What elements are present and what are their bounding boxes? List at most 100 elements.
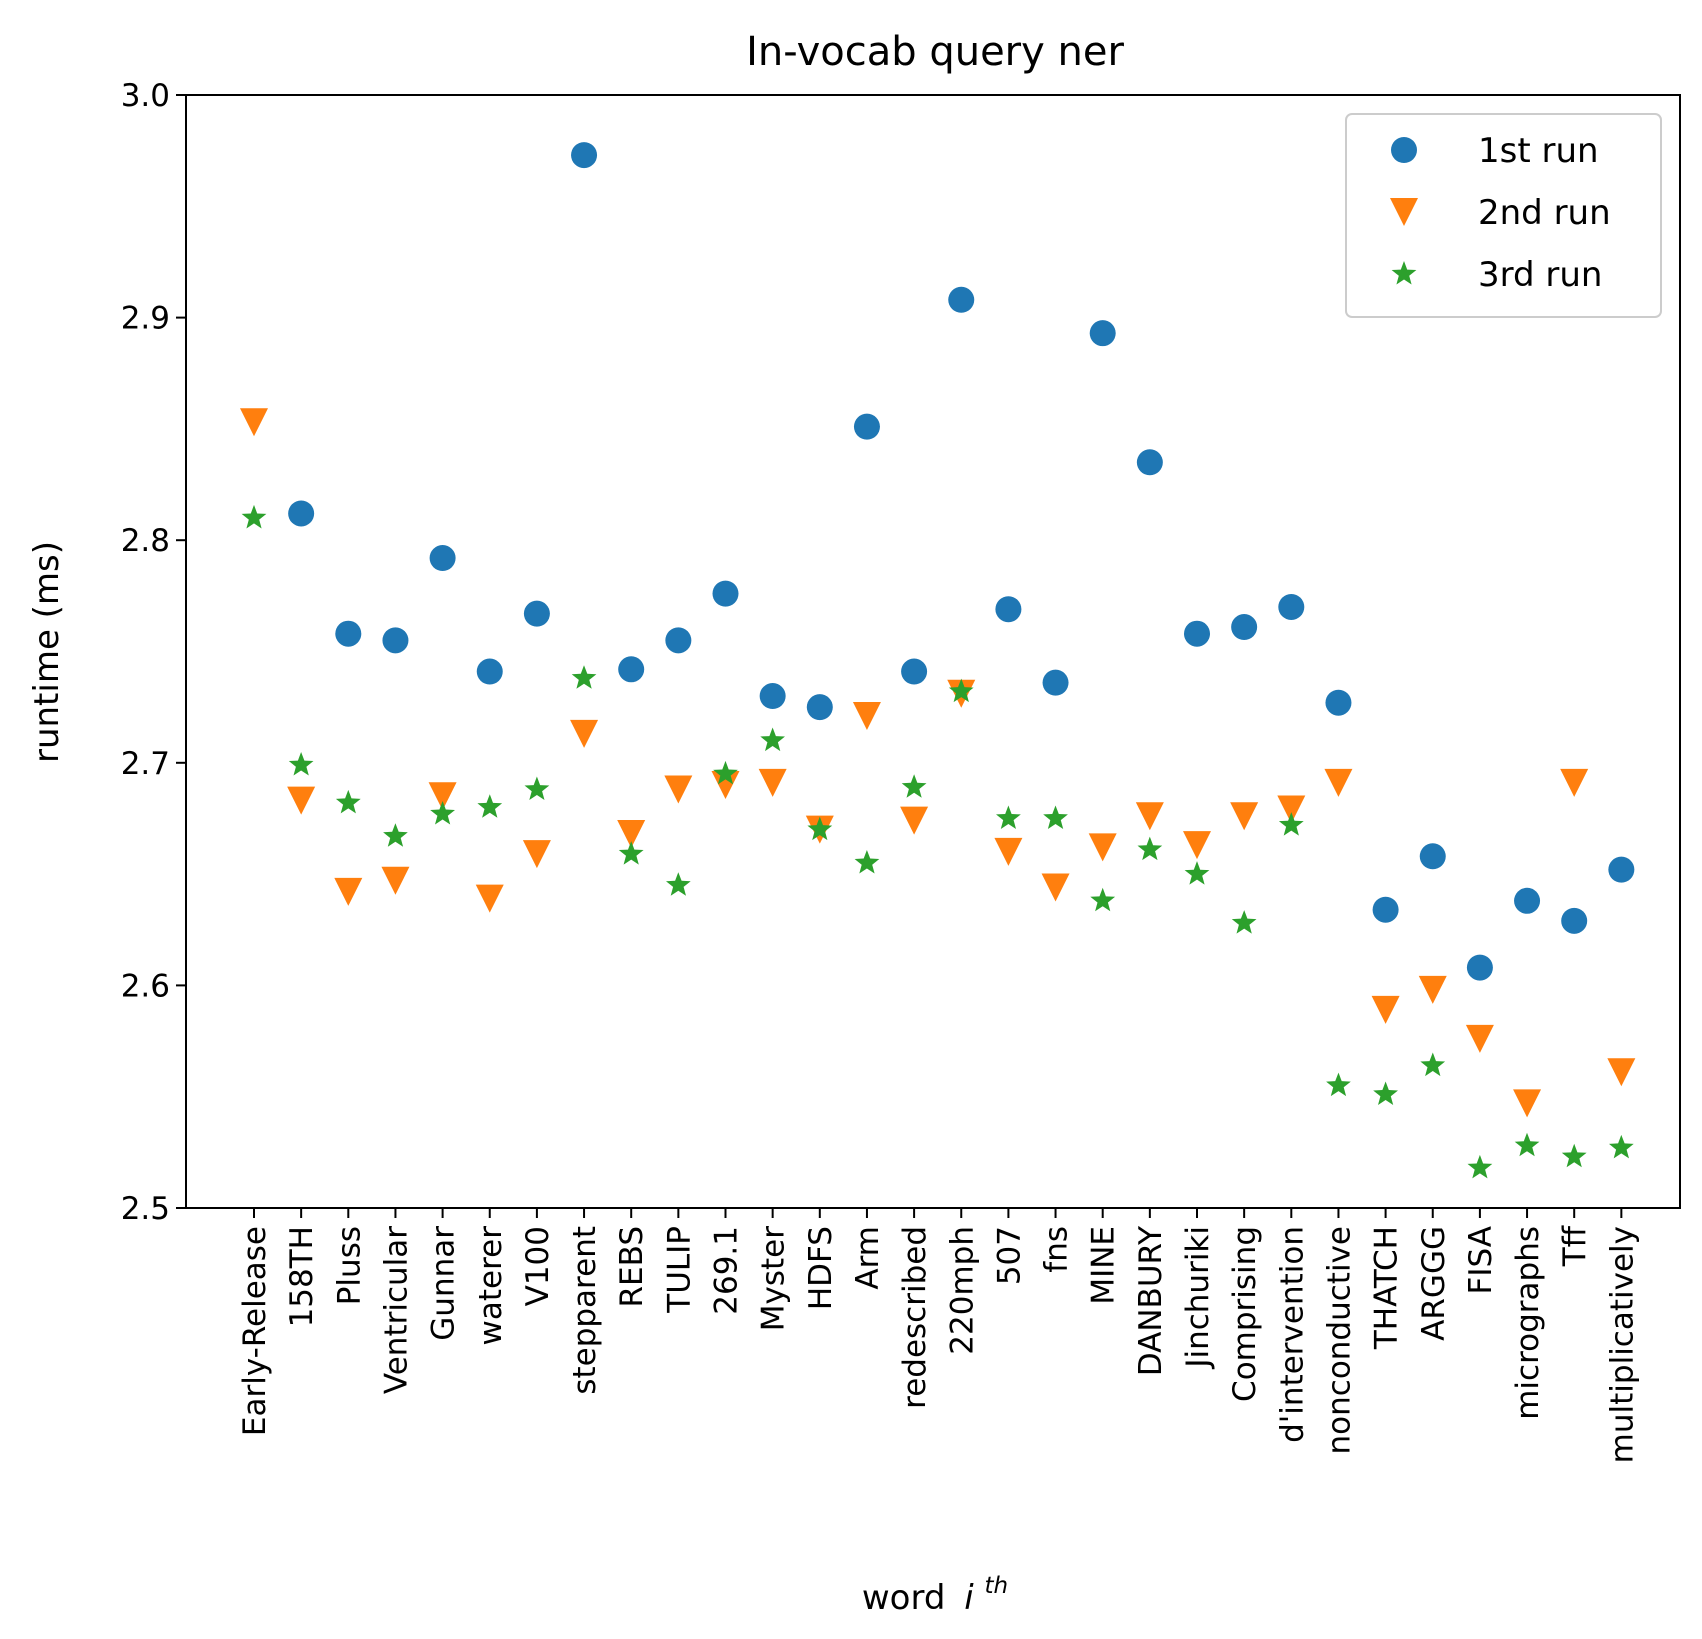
data-point [806,694,833,721]
series-2 [240,408,1636,1118]
data-point [901,658,928,685]
data-point [334,877,363,906]
data-point [1418,975,1447,1004]
data-point [617,820,646,849]
data-point [1183,831,1211,860]
data-point [475,884,504,913]
legend-label-2: 2nd run [1478,193,1611,233]
data-point [1420,1052,1446,1077]
data-point [1089,320,1116,347]
x-tick-label: Ventricular [378,1226,414,1394]
data-point [1041,873,1070,902]
data-point [1324,768,1353,797]
data-point [381,866,410,895]
data-point [1465,1024,1494,1053]
data-point [1088,833,1117,862]
data-point [1607,1058,1636,1087]
data-point [1230,802,1259,831]
x-tick-label: Jinchuriki [1180,1226,1216,1370]
data-point [1277,795,1306,824]
data-point [666,872,691,896]
data-point [522,840,551,869]
y-axis-label: runtime (ms) [27,541,67,763]
x-tick-label: 269.1 [709,1226,745,1315]
data-point [1326,1072,1351,1097]
data-point [524,776,550,800]
plot-frame [185,94,1681,1209]
legend-marker-3 [1391,261,1417,285]
x-tick-label: Arm [850,1226,886,1290]
x-tick-label: V100 [520,1226,556,1306]
data-point [1090,887,1116,912]
y-tick-label: 2.6 [121,968,170,1004]
data-point [1137,836,1163,861]
x-tick-label: Pluss [331,1226,367,1305]
y-tick-label: 2.9 [121,301,170,337]
data-point [760,727,785,752]
x-tick-label: ARGGG [1416,1226,1452,1341]
x-tick-label: 158TH [284,1226,320,1327]
x-tick-label: Comprising [1227,1226,1263,1402]
x-tick-label: DANBURY [1133,1226,1169,1376]
data-point [995,596,1022,623]
x-tick-label: d'intervention [1274,1226,1310,1443]
x-tick-label: Tff [1557,1225,1593,1267]
data-point [570,719,599,748]
x-tick-label: Early-Release [237,1226,273,1436]
data-point [664,775,693,804]
data-point [948,286,975,313]
data-point [1514,1132,1540,1157]
data-point [853,413,880,440]
data-point [618,656,645,683]
x-axis-label: word i th [862,1573,1008,1618]
axes: 2.5 2.6 2.7 2.8 2.9 3.0 Early-Release 158TH Plus… [121,78,1681,1463]
data-point [429,545,456,572]
series-3 [241,504,1634,1179]
legend-label-1: 1st run [1478,131,1599,171]
x-axis-label-text: word [862,1578,946,1618]
y-tick-label: 2.5 [121,1191,170,1227]
data-point [1561,1143,1587,1168]
data-point [618,841,644,865]
x-tick-label: REBS [614,1226,650,1308]
legend-label-3: 3rd run [1478,255,1602,295]
data-point [852,702,881,731]
y-tick-label: 2.8 [121,523,170,559]
data-point [287,786,316,815]
data-point [1609,1134,1634,1159]
data-point [335,620,362,647]
data-point [711,771,740,800]
x-tick-label: 507 [991,1226,1027,1285]
x-axis-label-superscript: th [985,1573,1009,1599]
legend-marker-2 [1390,198,1418,226]
x-tick-label: fns [1039,1226,1075,1273]
data-point [713,760,738,785]
data-point [1184,861,1210,885]
x-tick-label: multiplicatively [1604,1226,1640,1463]
data-point [854,850,880,874]
data-point [1231,614,1258,641]
x-tick-label: stepparent [567,1226,603,1395]
data-point [1042,669,1069,696]
x-tick-label: 220mph [944,1226,980,1355]
y-tick-label: 2.7 [121,746,170,782]
data-point [477,794,503,818]
data-point [994,837,1023,866]
data-point [1136,449,1163,476]
data-point [571,665,597,689]
data-point [523,600,550,627]
data-point [1513,1089,1542,1118]
plot-marks [240,142,1636,1179]
x-tick-label: micrographs [1510,1226,1546,1420]
data-point [1371,995,1400,1024]
x-tick-label: THATCH [1369,1226,1405,1350]
data-point [900,806,929,835]
data-point [759,683,786,710]
data-point [1373,1081,1398,1105]
data-point [1372,896,1399,923]
x-tick-label: TULIP [661,1226,697,1314]
legend: 1st run 2nd run 3rd run [1345,113,1662,318]
data-point [1419,843,1446,870]
